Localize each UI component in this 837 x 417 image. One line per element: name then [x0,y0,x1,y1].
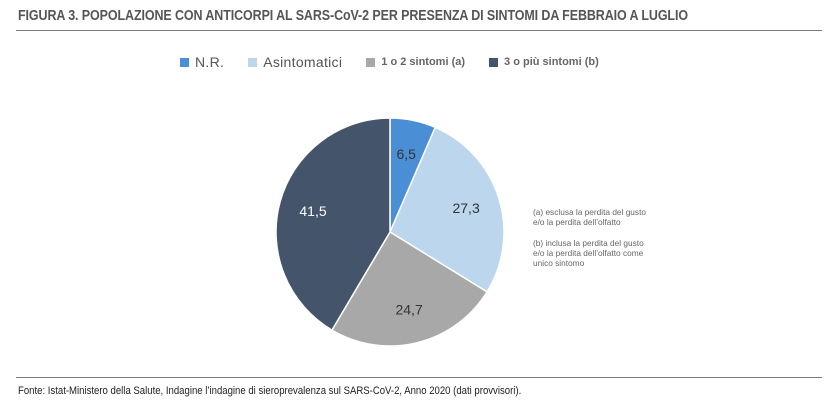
legend-label-1-2-sintomi: 1 o 2 sintomi (a) [381,56,466,68]
pie-slice-1-2-sintomi [330,230,489,347]
legend-item-nr: N.R. [180,54,224,70]
source-rule [16,377,822,378]
figure-title: FIGURA 3. POPOLAZIONE CON ANTICORPI AL S… [18,8,688,24]
footnote-b: (b) inclusa la perdita del gusto e/o la … [533,238,644,268]
legend-item-3-piu-sintomi: 3 o più sintomi (b) [489,56,599,68]
pie-label-nr: 6,5 [396,146,416,162]
title-rule [16,30,822,31]
footnote-a: (a) esclusa la perdita del gusto e/o la … [533,207,646,227]
pie-slice-asintomatici [389,126,505,293]
legend-item-asintomatici: Asintomatici [248,54,342,70]
pie-label-1-2-sintomi: 24,7 [395,301,422,317]
pie-label-3-piu-sintomi: 41,5 [299,203,326,219]
legend-item-1-2-sintomi: 1 o 2 sintomi (a) [366,56,465,68]
legend-swatch-asintomatici [248,57,258,67]
source-note: Fonte: Istat-Ministero della Salute, Ind… [18,385,522,397]
pie-label-asintomatici: 27,3 [452,200,479,216]
legend-label-nr: N.R. [195,54,225,70]
legend-label-3-piu-sintomi: 3 o più sintomi (b) [504,56,599,68]
legend-label-asintomatici: Asintomatici [263,54,343,70]
legend-swatch-1-2-sintomi [366,57,376,67]
pie-slice-3-piu-sintomi [275,117,391,332]
legend-swatch-nr [180,57,189,67]
legend-swatch-3-piu-sintomi [489,57,499,67]
chart-legend: N.R. Asintomatici 1 o 2 sintomi (a) 3 o … [180,54,623,70]
